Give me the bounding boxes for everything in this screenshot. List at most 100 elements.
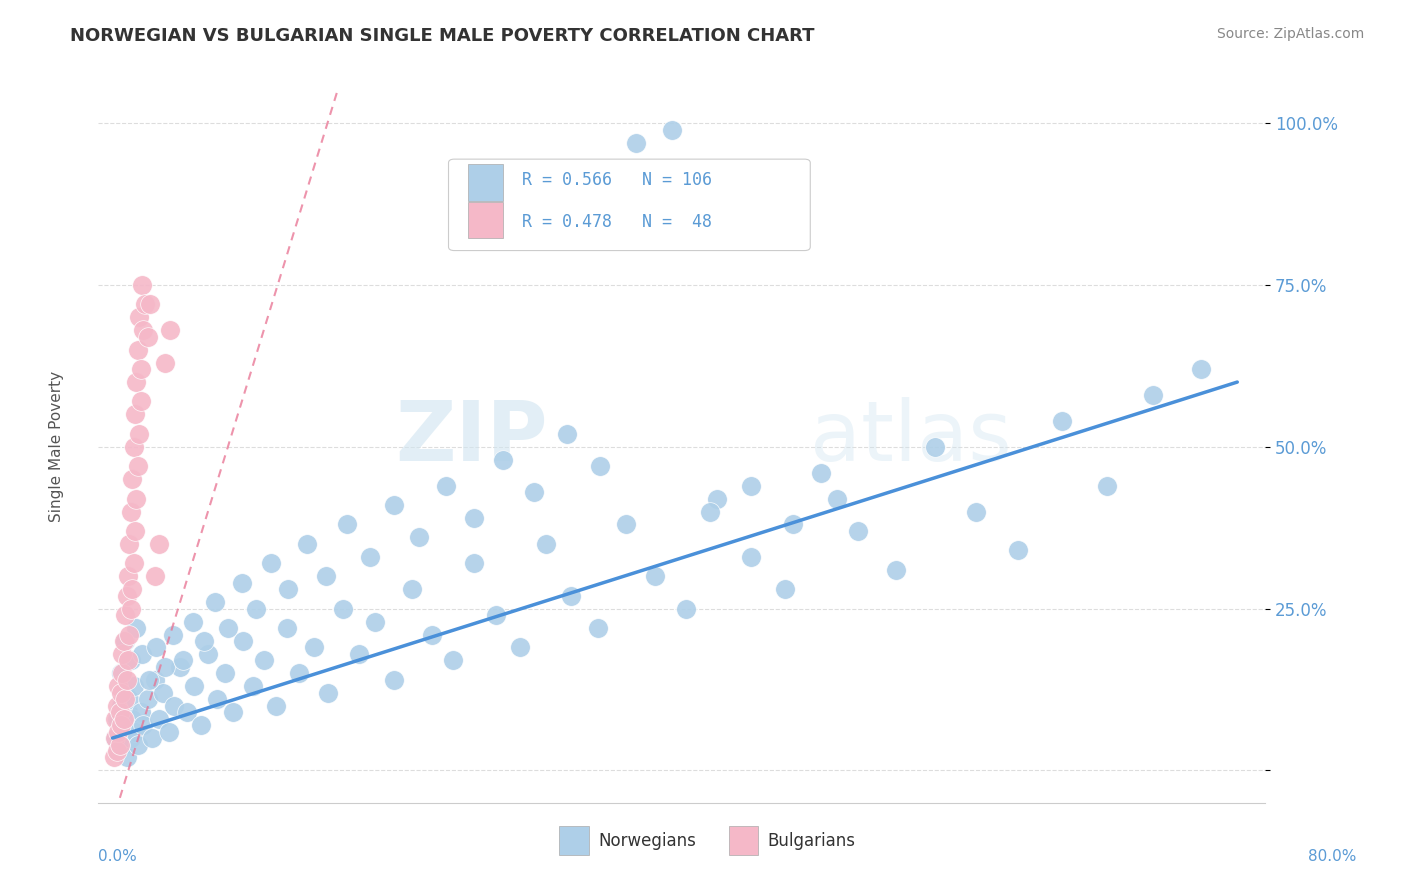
Point <box>111 738 134 752</box>
Point <box>114 686 136 700</box>
Point <box>675 601 697 615</box>
Point <box>115 750 138 764</box>
Point <box>924 440 946 454</box>
Point <box>336 517 359 532</box>
Point <box>157 724 180 739</box>
Point <box>434 478 457 492</box>
Point <box>108 724 131 739</box>
Point <box>128 426 150 441</box>
Point <box>253 653 276 667</box>
Point <box>382 673 405 687</box>
Point <box>1142 388 1164 402</box>
Point <box>120 653 142 667</box>
Point <box>125 375 148 389</box>
Text: Source: ZipAtlas.com: Source: ZipAtlas.com <box>1216 27 1364 41</box>
Point <box>288 666 311 681</box>
Point <box>302 640 325 655</box>
Point <box>118 537 141 551</box>
Point <box>129 394 152 409</box>
Point <box>485 608 508 623</box>
Point <box>145 640 167 655</box>
Point <box>134 297 156 311</box>
Text: Norwegians: Norwegians <box>598 832 696 850</box>
Point <box>1007 543 1029 558</box>
Point <box>401 582 423 597</box>
Point <box>107 679 129 693</box>
Point <box>172 653 194 667</box>
Text: R = 0.566   N = 106: R = 0.566 N = 106 <box>522 171 711 189</box>
Point <box>260 557 283 571</box>
Point <box>107 724 129 739</box>
Point <box>118 627 141 641</box>
Point <box>114 692 136 706</box>
Point <box>205 692 228 706</box>
Text: 80.0%: 80.0% <box>1309 849 1357 863</box>
Point <box>245 601 267 615</box>
Point <box>825 491 848 506</box>
Point <box>122 440 145 454</box>
Point <box>222 705 245 719</box>
Point <box>124 524 146 538</box>
Point <box>624 136 647 150</box>
Point <box>420 627 443 641</box>
Point <box>176 705 198 719</box>
Point <box>884 563 907 577</box>
Point <box>277 582 299 597</box>
Point <box>589 459 612 474</box>
Point <box>108 738 131 752</box>
Point <box>127 738 149 752</box>
Point <box>1095 478 1118 492</box>
Point <box>118 692 141 706</box>
Point <box>129 362 152 376</box>
Point <box>117 705 139 719</box>
Point <box>315 569 337 583</box>
Point <box>555 426 578 441</box>
Point <box>217 621 239 635</box>
Bar <box>560 826 589 855</box>
Point <box>441 653 464 667</box>
Point <box>965 504 987 518</box>
Point <box>148 537 170 551</box>
FancyBboxPatch shape <box>449 159 810 251</box>
Bar <box>468 164 503 201</box>
Text: ZIP: ZIP <box>395 397 548 477</box>
Point <box>523 485 546 500</box>
Point <box>129 705 152 719</box>
Text: atlas: atlas <box>810 397 1012 477</box>
Point <box>110 666 132 681</box>
Point <box>121 582 143 597</box>
Point <box>117 569 139 583</box>
Text: 0.0%: 0.0% <box>98 849 138 863</box>
Point <box>131 277 153 292</box>
Point <box>586 621 609 635</box>
Point <box>408 530 430 544</box>
Bar <box>728 826 758 855</box>
Point <box>132 718 155 732</box>
Point <box>111 666 134 681</box>
Point <box>1050 414 1073 428</box>
Point <box>276 621 298 635</box>
Point <box>138 673 160 687</box>
Point <box>120 601 142 615</box>
Text: Single Male Poverty: Single Male Poverty <box>49 370 63 522</box>
Point <box>114 634 136 648</box>
Point <box>463 557 485 571</box>
Point <box>232 634 254 648</box>
Point <box>110 686 132 700</box>
Point <box>143 569 166 583</box>
Point <box>214 666 236 681</box>
Point <box>740 478 762 492</box>
Point <box>197 647 219 661</box>
Point <box>104 712 127 726</box>
Point <box>463 511 485 525</box>
Point <box>644 569 666 583</box>
Point <box>264 698 287 713</box>
Point <box>169 660 191 674</box>
Point <box>509 640 531 655</box>
Point <box>139 297 162 311</box>
Point <box>181 615 204 629</box>
Point <box>359 549 381 564</box>
Point <box>125 621 148 635</box>
Point <box>614 517 637 532</box>
Point <box>560 589 582 603</box>
